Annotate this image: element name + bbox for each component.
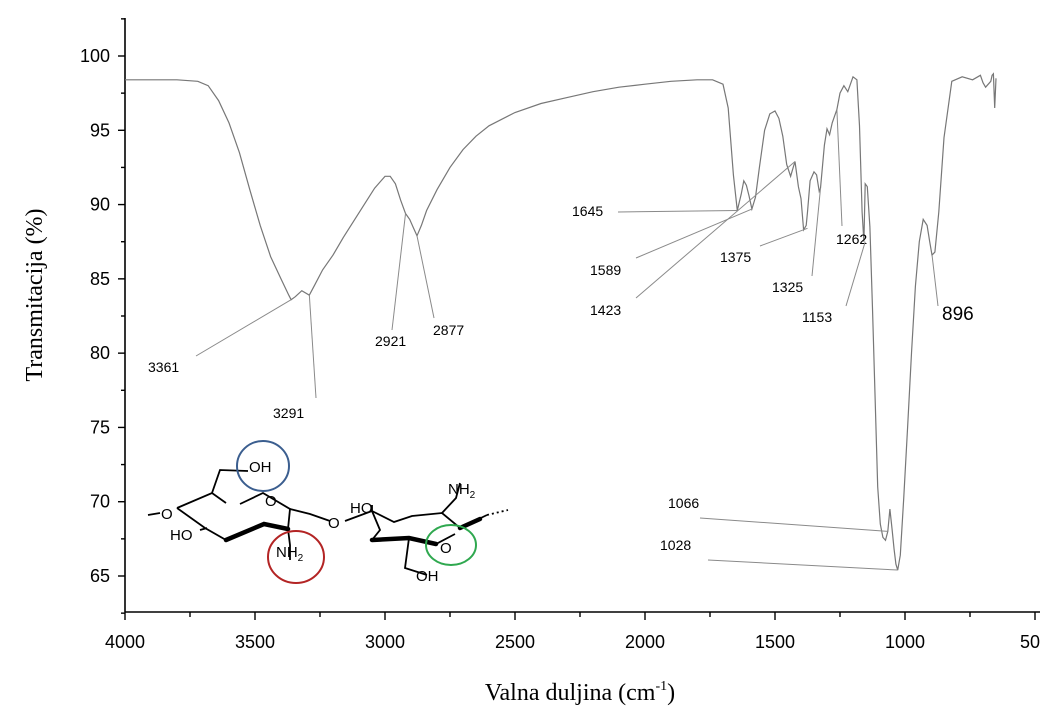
- peak-leader-line: [699, 517, 888, 532]
- highlight-circle-green: [425, 524, 477, 566]
- label-ho-mid: HO: [350, 500, 373, 517]
- peak-label: 1325: [772, 279, 803, 295]
- x-tick-label: 4000: [105, 632, 145, 652]
- x-tick-label: 2000: [625, 632, 665, 652]
- peak-leader-line: [635, 208, 753, 259]
- x-tick-label: 1000: [885, 632, 925, 652]
- y-tick-label: 85: [90, 269, 110, 289]
- tick-marks: [118, 18, 1036, 620]
- peak-leader-line: [759, 227, 808, 247]
- peak-label: 1262: [836, 231, 867, 247]
- peak-label: 1066: [668, 495, 699, 511]
- peak-leader-line: [811, 188, 821, 277]
- y-tick-label: 90: [90, 195, 110, 215]
- x-tick-label: 500: [1020, 632, 1040, 652]
- peak-label: 896: [942, 304, 974, 325]
- label-nh2-red: NH2: [276, 544, 304, 564]
- spectrum-line: [125, 72, 997, 571]
- y-tick-label: 70: [90, 492, 110, 512]
- label-oh-bottom: OH: [416, 568, 439, 585]
- x-axis-title-close: ): [667, 680, 675, 706]
- x-tick-label: 2500: [495, 632, 535, 652]
- peak-leader-line: [617, 210, 738, 213]
- peak-leader-line: [195, 299, 292, 357]
- x-axis-title: Valna duljina (cm-1): [485, 679, 675, 706]
- peak-label: 1645: [572, 203, 603, 219]
- y-tick-label: 80: [90, 343, 110, 363]
- peak-leader-line: [836, 109, 843, 227]
- x-tick-label: 3500: [235, 632, 275, 652]
- y-tick-label: 100: [80, 46, 110, 66]
- label-nh2-right-sub: 2: [470, 490, 476, 501]
- label-o-left: O: [161, 506, 173, 523]
- peak-annotations: 3361 3291 2921 2877 1645 1589 1423 1375 1325 1262…: [148, 109, 974, 571]
- peak-leader-line: [416, 235, 435, 319]
- y-tick-label: 95: [90, 120, 110, 140]
- peak-label: 1375: [720, 249, 751, 265]
- peak-leader-line: [931, 255, 939, 307]
- y-tick-label: 75: [90, 417, 110, 437]
- label-o-ring2: O: [440, 540, 452, 557]
- x-axis-title-main: Valna duljina (cm: [485, 680, 656, 706]
- axes: [124, 18, 1040, 613]
- peak-leader-line: [391, 213, 407, 331]
- peak-label: 1028: [660, 537, 691, 553]
- label-o-ring1: O: [265, 493, 277, 510]
- label-nh2-right: NH2: [448, 481, 476, 501]
- peak-label: 2921: [375, 333, 406, 349]
- peak-label: 3361: [148, 359, 179, 375]
- label-nh2-red-main: NH: [276, 544, 298, 561]
- peak-label: 1423: [590, 302, 621, 318]
- highlight-circle-red: [267, 530, 325, 584]
- y-tick-label: 65: [90, 566, 110, 586]
- peak-leader-line: [308, 295, 317, 399]
- peak-leader-line: [707, 559, 898, 571]
- peak-leader-line: [845, 241, 866, 307]
- peak-label: 1153: [802, 309, 832, 325]
- chitosan-structure: OH O O HO NH2 O HO NH2 O OH: [147, 440, 509, 585]
- peak-label: 1589: [590, 262, 621, 278]
- label-nh2-right-main: NH: [448, 481, 470, 498]
- x-tick-label: 1500: [755, 632, 795, 652]
- peak-leader-line: [635, 161, 796, 299]
- label-o-link: O: [328, 515, 340, 532]
- y-axis-title: Transmitacija (%): [22, 208, 48, 381]
- highlight-circle-blue: [236, 440, 290, 492]
- x-tick-label: 3000: [365, 632, 405, 652]
- label-oh-top: OH: [249, 459, 272, 476]
- peak-label: 2877: [433, 322, 464, 338]
- x-axis-title-sup: -1: [655, 679, 667, 694]
- peak-label: 3291: [273, 405, 304, 421]
- label-nh2-red-sub: 2: [298, 553, 304, 564]
- label-ho-left: HO: [170, 527, 193, 544]
